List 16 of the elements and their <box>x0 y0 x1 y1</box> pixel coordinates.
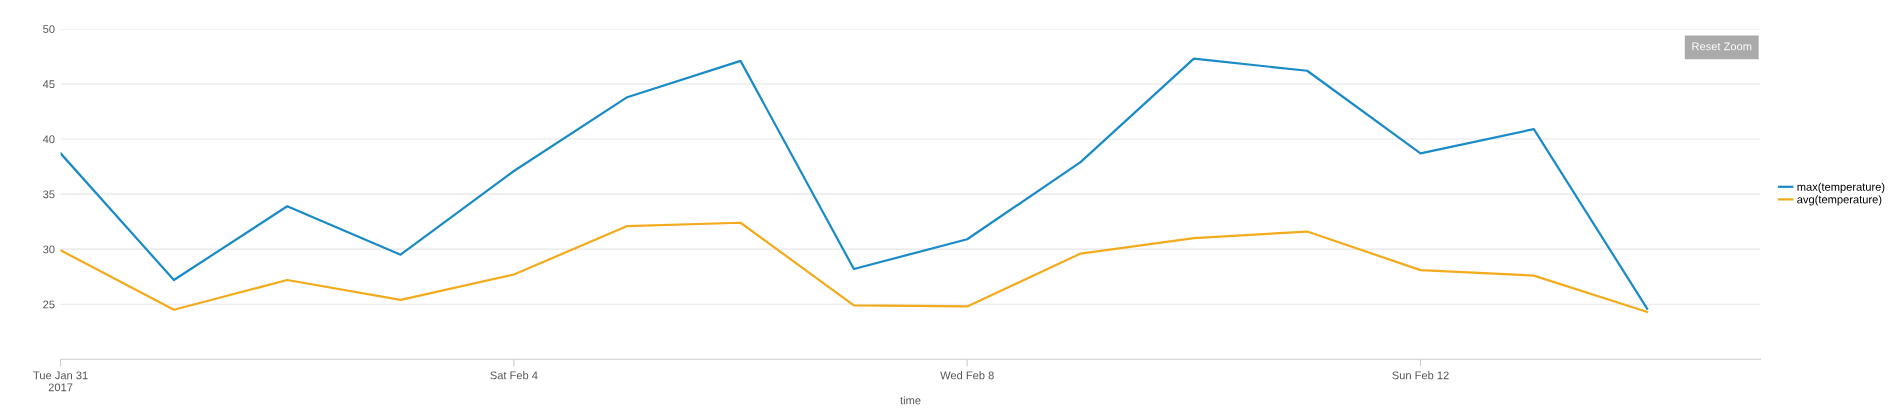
y-tick-label: 35 <box>43 190 55 199</box>
y-tick-label: 45 <box>42 80 55 89</box>
annotation: Reset Zoom <box>1692 42 1752 51</box>
x-tick-label: Sat Feb 4 <box>490 371 538 380</box>
x-tick-label: Wed Feb 8 <box>940 371 994 380</box>
x-axis-title: time <box>900 396 921 405</box>
x-tick-label: Sun Feb 12 <box>1392 371 1449 380</box>
line-series <box>60 57 1649 310</box>
y-tick-label: 30 <box>43 245 55 254</box>
x-tick-label: Tue Jan 31 2017 <box>33 371 88 392</box>
y-tick-label: 25 <box>43 300 55 309</box>
line-series <box>60 221 1649 314</box>
y-tick-label: 40 <box>42 135 55 144</box>
legend-label: max(temperature) <box>1797 182 1885 193</box>
y-tick-label: 50 <box>43 25 55 34</box>
legend-label: avg(temperature) <box>1797 195 1882 206</box>
